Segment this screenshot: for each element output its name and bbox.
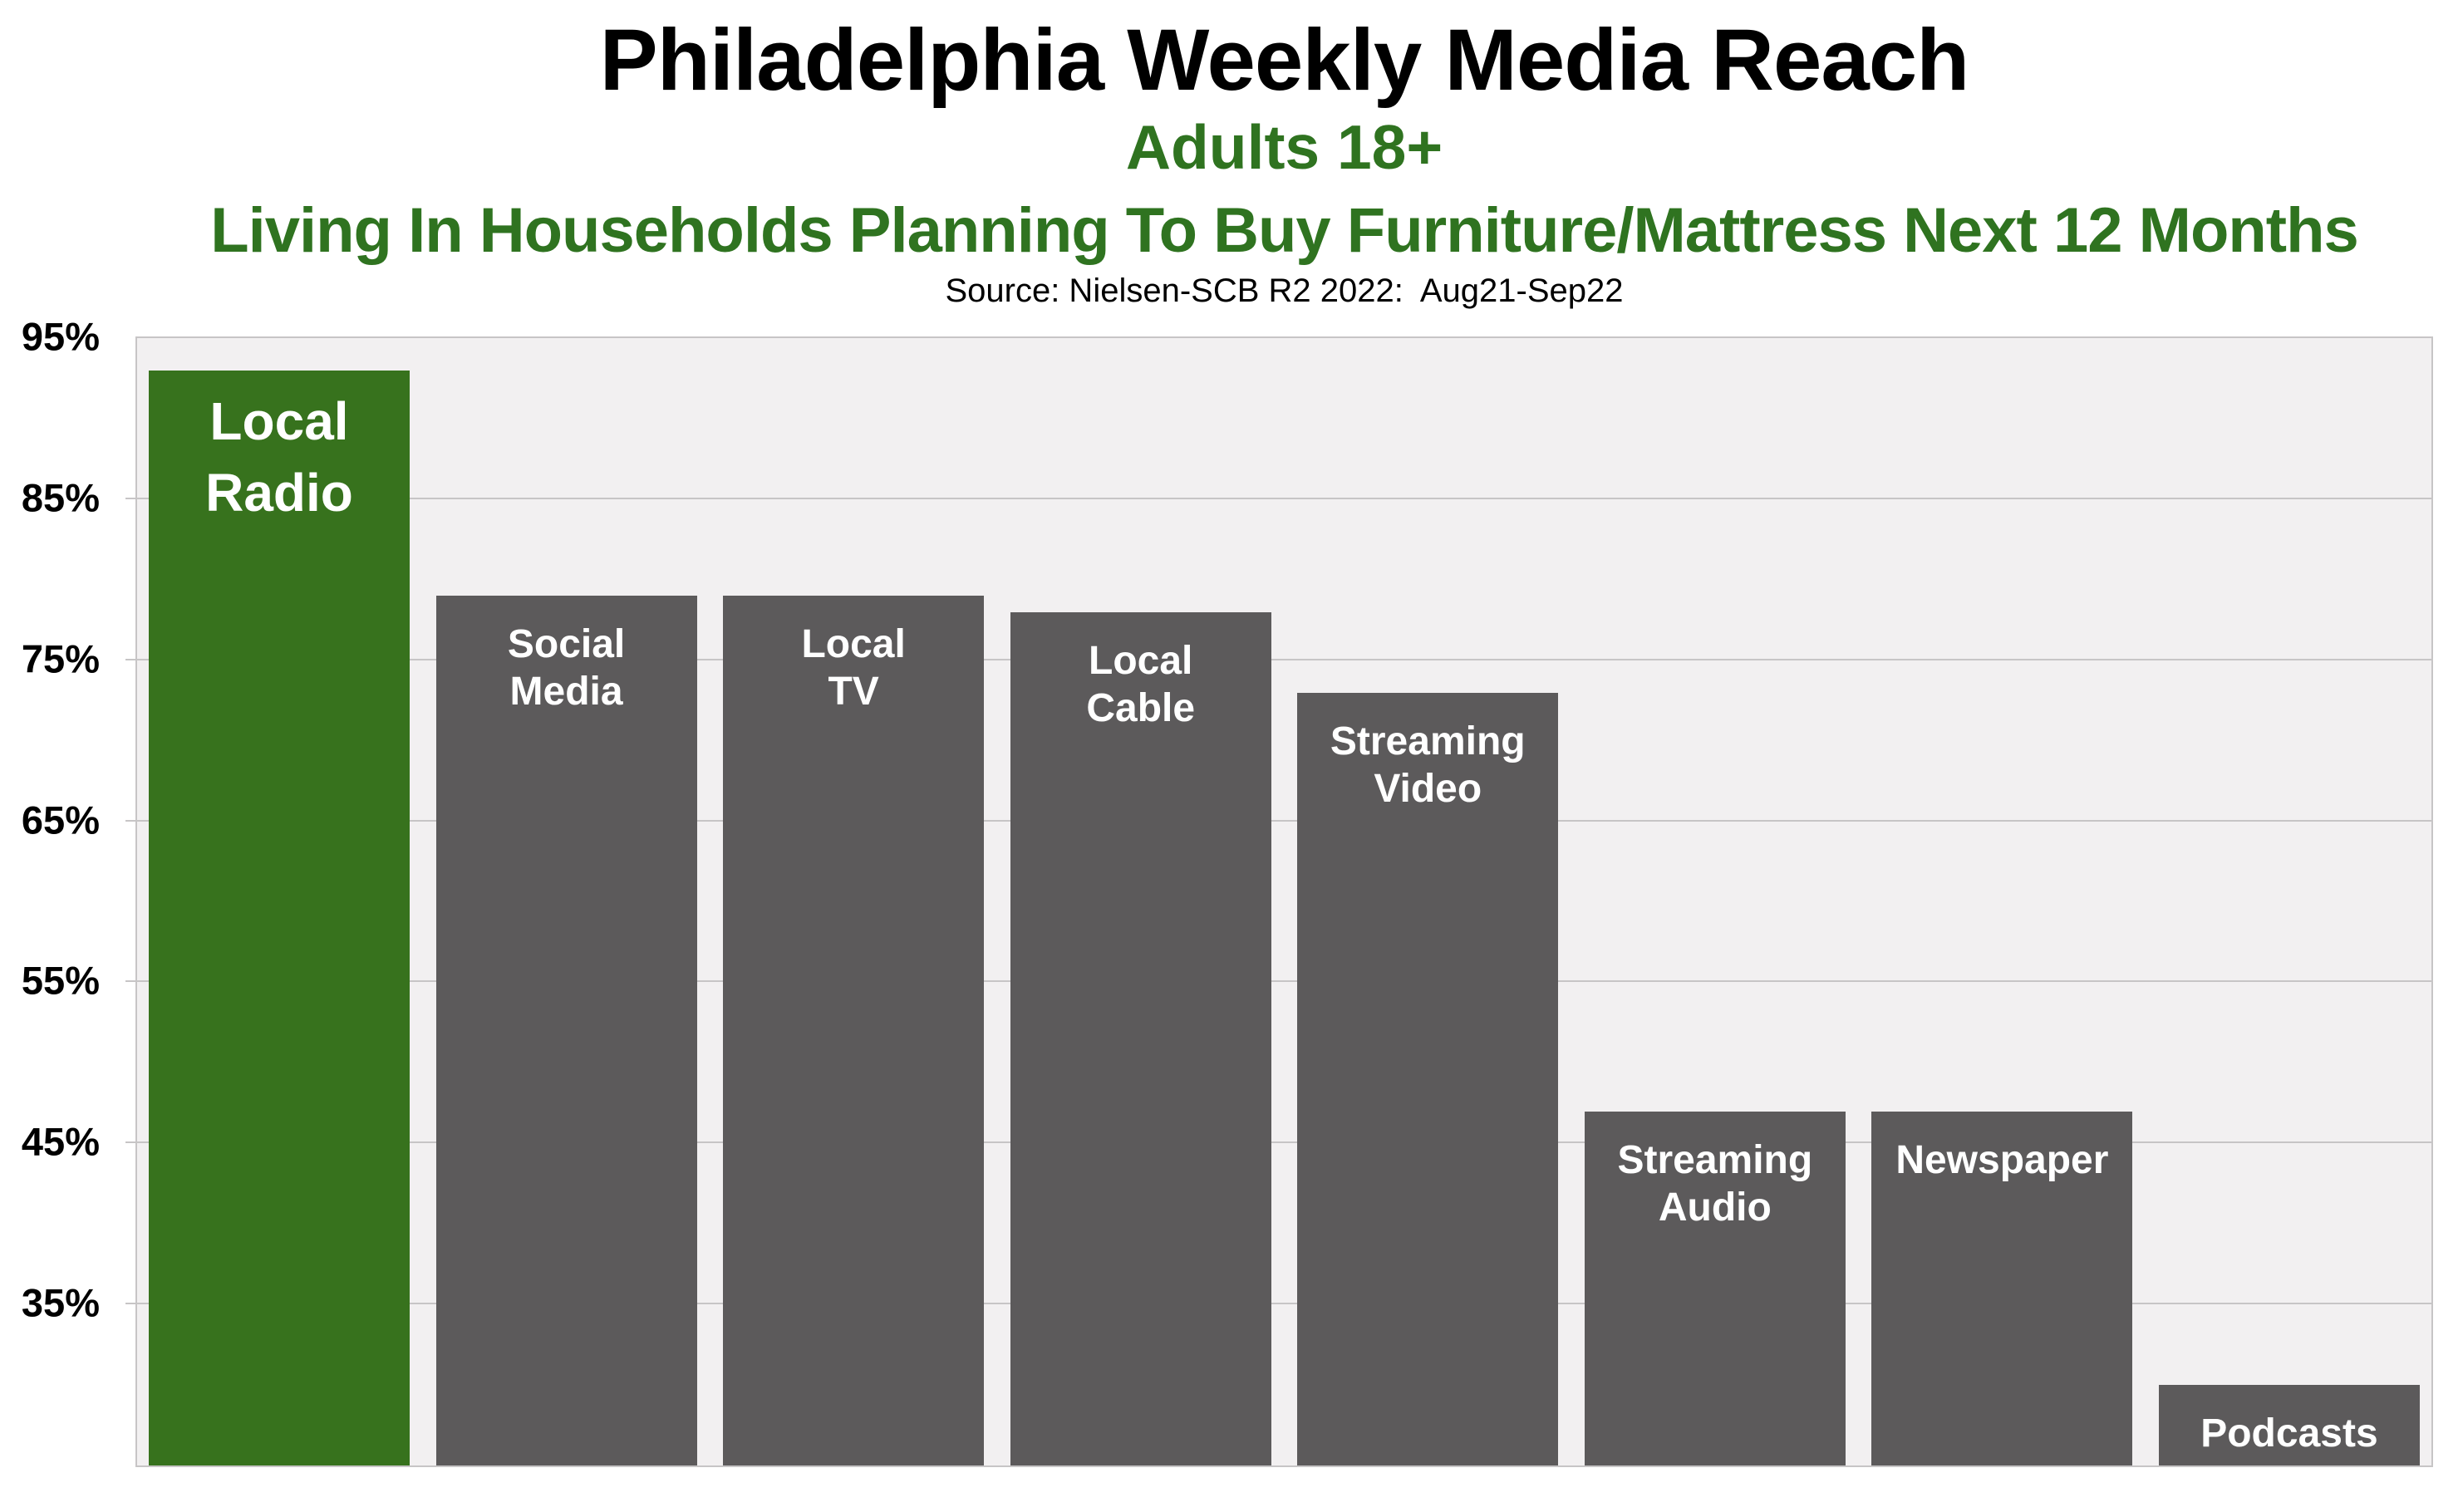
bar-local-tv: Local TV (723, 596, 985, 1465)
gridline (125, 980, 2431, 983)
bar-local-radio: Local Radio (149, 370, 410, 1465)
bar-streaming-video: Streaming Video (1297, 692, 1559, 1465)
y-tick-label: 95% (21, 314, 100, 359)
bar-newspaper: Newspaper (1871, 1111, 2133, 1465)
gridline (125, 497, 2431, 499)
chart-subtitle-qualifier: Living In Households Planning To Buy Fur… (210, 195, 2359, 266)
y-tick-label: 85% (21, 475, 100, 520)
bar-label: Local Cable (1086, 638, 1196, 730)
gridline (125, 1303, 2431, 1305)
gridline (125, 1141, 2431, 1144)
bar-podcasts: Podcasts (2158, 1385, 2420, 1465)
y-axis: 95% 85% 75% 65% 55% 45% 35% (0, 317, 100, 1464)
bar-label: Local TV (801, 622, 906, 714)
bar-streaming-audio: Streaming Audio (1584, 1111, 1846, 1465)
bar-label: Local Radio (205, 390, 353, 523)
source-note: Source: Nielsen-SCB R2 2022: Aug21-Sep22 (945, 272, 1624, 309)
y-tick-label: 55% (21, 958, 100, 1003)
bar-label: Streaming Video (1330, 719, 1526, 811)
y-tick-label: 65% (21, 798, 100, 842)
bar-label: Streaming Audio (1617, 1137, 1813, 1230)
bars-row: Local Radio Social Media Local TV Local … (137, 338, 2431, 1465)
gridline (125, 819, 2431, 822)
gridline (125, 658, 2431, 660)
bar-social-media: Social Media (435, 596, 697, 1465)
chart-subtitle-demo: Adults 18+ (1125, 112, 1443, 182)
y-tick-label: 75% (21, 636, 100, 681)
y-tick-label: 45% (21, 1119, 100, 1164)
bar-local-cable: Local Cable (1010, 611, 1271, 1465)
bar-label: Newspaper (1895, 1137, 2109, 1182)
y-tick-label: 35% (21, 1280, 100, 1325)
chart-title: Philadelphia Weekly Media Reach (599, 12, 1970, 109)
plot-area: Local Radio Social Media Local TV Local … (125, 336, 2433, 1467)
bar-label: Social Media (507, 622, 626, 714)
gridlines (125, 338, 2431, 1465)
bar-label: Podcasts (2200, 1411, 2378, 1456)
